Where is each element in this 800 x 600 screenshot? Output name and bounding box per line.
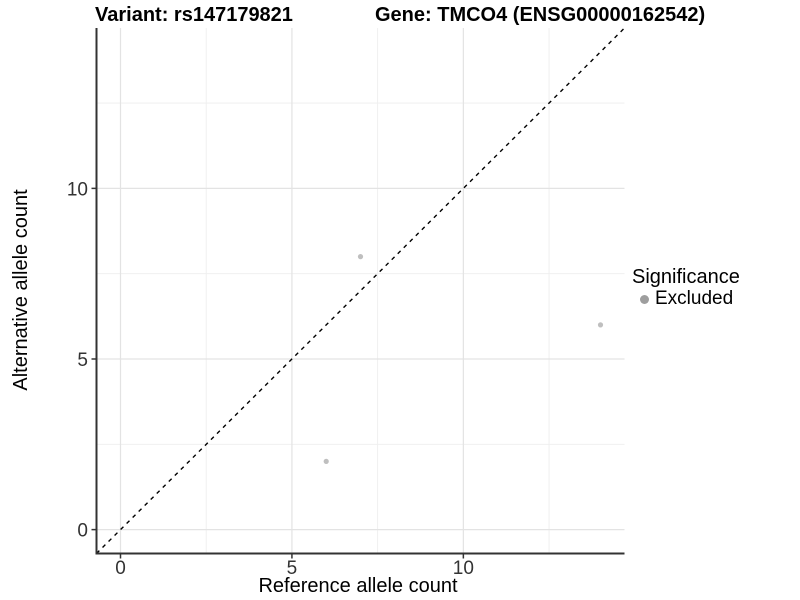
data-point xyxy=(597,322,604,328)
y-axis-title: Alternative allele count xyxy=(10,189,32,391)
axes-layer: 0 5 10 0 5 10 xyxy=(67,28,625,579)
plot-title-gene: Gene: TMCO4 (ENSG00000162542) xyxy=(375,4,706,26)
legend: Significance Excluded xyxy=(632,266,740,310)
x-tick-label: 10 xyxy=(453,558,474,579)
legend-item-excluded: Excluded xyxy=(632,288,740,310)
plot-title-variant: Variant: rs147179821 xyxy=(95,4,293,26)
data-point xyxy=(323,458,329,464)
y-tick-label: 10 xyxy=(67,179,88,200)
x-tick-label: 5 xyxy=(287,558,298,579)
data-point xyxy=(357,254,364,260)
gridlines xyxy=(96,28,625,554)
legend-title: Significance xyxy=(632,266,740,288)
y-tick-label: 5 xyxy=(77,350,88,371)
data-points-layer xyxy=(323,254,604,464)
identity-line-layer xyxy=(96,27,625,554)
y-tick-label: 0 xyxy=(77,521,88,542)
legend-item-label: Excluded xyxy=(655,288,734,309)
x-axis-title: Reference allele count xyxy=(258,575,457,597)
identity-dashed-line xyxy=(96,27,625,554)
legend-key-dot xyxy=(640,294,649,304)
x-tick-label: 0 xyxy=(115,558,126,579)
